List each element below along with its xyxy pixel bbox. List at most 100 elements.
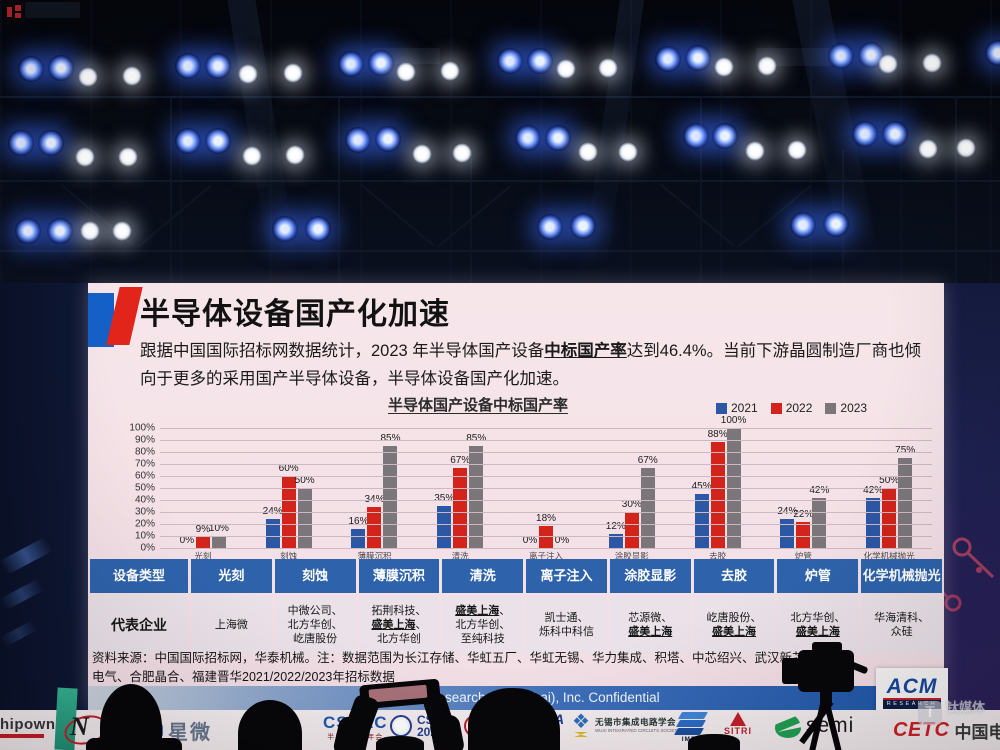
gridline bbox=[160, 464, 932, 465]
emphasized-company: 盛美上海 bbox=[628, 626, 673, 638]
equipment-table: 设备类型 光刻 刻蚀 薄膜沉积 清洗 离子注入 涂胶显影 去胶 炉管 化学机械抛光 代表企业 上海微 中… bbox=[90, 559, 942, 654]
exit-sign bbox=[7, 5, 21, 19]
truss-brace bbox=[360, 183, 435, 247]
y-axis-tick-label: 40% bbox=[134, 494, 155, 506]
gridline bbox=[160, 512, 932, 513]
legend-swatch bbox=[825, 402, 837, 414]
bar-2023 bbox=[297, 488, 312, 548]
semi-swoosh-icon bbox=[775, 714, 801, 738]
bar-value-label: 67% bbox=[450, 454, 471, 466]
stage-light-blue bbox=[882, 121, 908, 148]
slide-title: 半导体设备国产化加速 bbox=[140, 298, 450, 331]
stage-ceiling bbox=[0, 0, 1000, 285]
company-line: 盛美上海 bbox=[628, 625, 672, 639]
tmtpost-icon: T bbox=[918, 701, 942, 725]
y-axis-tick-label: 70% bbox=[134, 458, 155, 470]
presentation-slide: 半导体设备国产化加速 跟据中国国际招标网数据统计，2023 年半导体国产设备中标… bbox=[88, 283, 944, 710]
stage-light-blue bbox=[790, 211, 816, 238]
table-company-cell: 芯源微、 盛美上海 bbox=[609, 596, 691, 654]
bar-2021 bbox=[780, 519, 795, 548]
bar-chart-plot: 0% 9% 10% 24% 60% 50% 16% 34% 85% 35% 67% 85% 0% 18% 0… bbox=[129, 415, 932, 554]
sitri-triangle-icon bbox=[730, 712, 746, 726]
bar-2022 bbox=[624, 512, 639, 548]
legend-swatch bbox=[770, 402, 782, 414]
company-line: 芯源微、 bbox=[628, 611, 673, 624]
bar-slot: 42% bbox=[809, 428, 829, 548]
gridline bbox=[160, 548, 932, 549]
x-axis-category-label: 刻蚀 bbox=[280, 551, 298, 559]
bar-value-label: 24% bbox=[262, 506, 283, 518]
stage-light-white bbox=[75, 147, 95, 168]
sitri-logo: SITRI bbox=[724, 712, 752, 736]
slide-body-text: 跟据中国国际招标网数据统计，2023 年半导体国产设备中标国产率达到46.4%。… bbox=[140, 337, 932, 393]
company-line: 屹唐股份 bbox=[293, 633, 338, 646]
legend-label: 2023 bbox=[840, 401, 868, 415]
body-segment: 达到46.4%。当前下游晶圆制造厂商也倾向于更多的采用国产半导体设备，半导体设备… bbox=[140, 342, 922, 388]
bar-slot: 18% bbox=[536, 428, 557, 548]
bar-slot: 9% bbox=[196, 428, 210, 548]
y-axis-tick-label: 90% bbox=[134, 434, 155, 446]
bar-value-label: 45% bbox=[691, 481, 712, 492]
truss-bar bbox=[0, 250, 1000, 252]
stage-light-white bbox=[440, 60, 460, 81]
acm-research-logo: ACM RESEARCH bbox=[876, 668, 948, 716]
bar-slot: 0% bbox=[555, 428, 569, 548]
bar-slot: 0% bbox=[180, 428, 194, 548]
legend-item: 2023 bbox=[825, 401, 867, 415]
stage-light-blue bbox=[655, 45, 681, 72]
company-line: 至纯科技 bbox=[460, 633, 505, 646]
x-axis-category-label: 化学机械抛光 bbox=[863, 551, 915, 559]
y-axis-tick-label: 50% bbox=[134, 482, 155, 494]
y-axis-tick-label: 80% bbox=[134, 446, 155, 458]
table-row-label: 代表企业 bbox=[90, 596, 188, 654]
bar-slot: 50% bbox=[879, 428, 899, 548]
x-axis-category-label: 涂胶显影 bbox=[614, 551, 649, 559]
chipown-logo: hipown bbox=[0, 716, 56, 738]
wuxi-diamond-icon: ❖ bbox=[572, 711, 590, 733]
company-line: 中微公司、 bbox=[287, 604, 343, 617]
company-line: 北方华创 bbox=[376, 633, 421, 646]
table-header-cell: 离子注入 bbox=[526, 559, 607, 593]
stage-light-blue bbox=[38, 129, 64, 156]
bar-slot: 0% bbox=[523, 428, 537, 548]
stage-light-white bbox=[412, 143, 432, 164]
bar-value-label: 18% bbox=[536, 513, 557, 525]
company-line: 屹唐股份、 bbox=[706, 611, 762, 624]
stage-light-white bbox=[285, 145, 305, 166]
legend-item: 2021 bbox=[716, 401, 758, 415]
bar-2021 bbox=[437, 506, 452, 548]
company-line: 华海清科、 bbox=[874, 611, 930, 624]
table-header-cell: 化学机械抛光 bbox=[861, 559, 942, 593]
stage-light-white bbox=[396, 61, 416, 82]
table-company-cell: 拓荆科技、 盛美上海、 北方华创 bbox=[358, 596, 440, 654]
stage-light-white bbox=[78, 66, 98, 87]
bar-2023 bbox=[640, 467, 655, 548]
stage-light-blue bbox=[272, 215, 298, 242]
gridline bbox=[160, 536, 932, 537]
cspt-emblem-icon bbox=[390, 715, 412, 737]
stage-light-blue bbox=[305, 215, 331, 242]
chart-x-axis-labels: 光刻 刻蚀 薄膜沉积 清洗 离子注入 涂胶显影 去胶 炉管 化学机械抛光 bbox=[160, 550, 932, 559]
stage-light-white bbox=[956, 138, 976, 159]
bar-2023 bbox=[211, 536, 226, 548]
circuit-doodle bbox=[936, 537, 995, 612]
bar-group: 24% 60% 50% bbox=[246, 428, 332, 548]
company-line: 盛美上海 bbox=[712, 625, 756, 639]
bar-2023 bbox=[812, 497, 827, 548]
truss-pole bbox=[955, 96, 957, 285]
company-line: 北方华创、 bbox=[455, 618, 511, 631]
stage-light-white bbox=[578, 142, 598, 163]
stage-light-white bbox=[918, 138, 938, 159]
bar-value-label: 35% bbox=[434, 493, 455, 504]
bar-2023 bbox=[469, 446, 484, 548]
bar-slot: 67% bbox=[638, 428, 658, 548]
bar-slot: 75% bbox=[895, 428, 915, 548]
truss-bar bbox=[0, 96, 1000, 98]
audience-shoulders-silhouette bbox=[86, 738, 182, 750]
stage-light-white bbox=[714, 56, 734, 77]
stage-light-white bbox=[242, 145, 262, 166]
stage-light-white bbox=[112, 221, 132, 242]
bar-groups: 0% 9% 10% 24% 60% 50% 16% 34% 85% 35% 67% 85% 0% 18% 0… bbox=[160, 415, 932, 548]
wuxi-ic-society-logo: ❖ 无锡市集成电路学会 WUXI INTEGRATED CIRCUITS SOCI… bbox=[572, 712, 680, 737]
